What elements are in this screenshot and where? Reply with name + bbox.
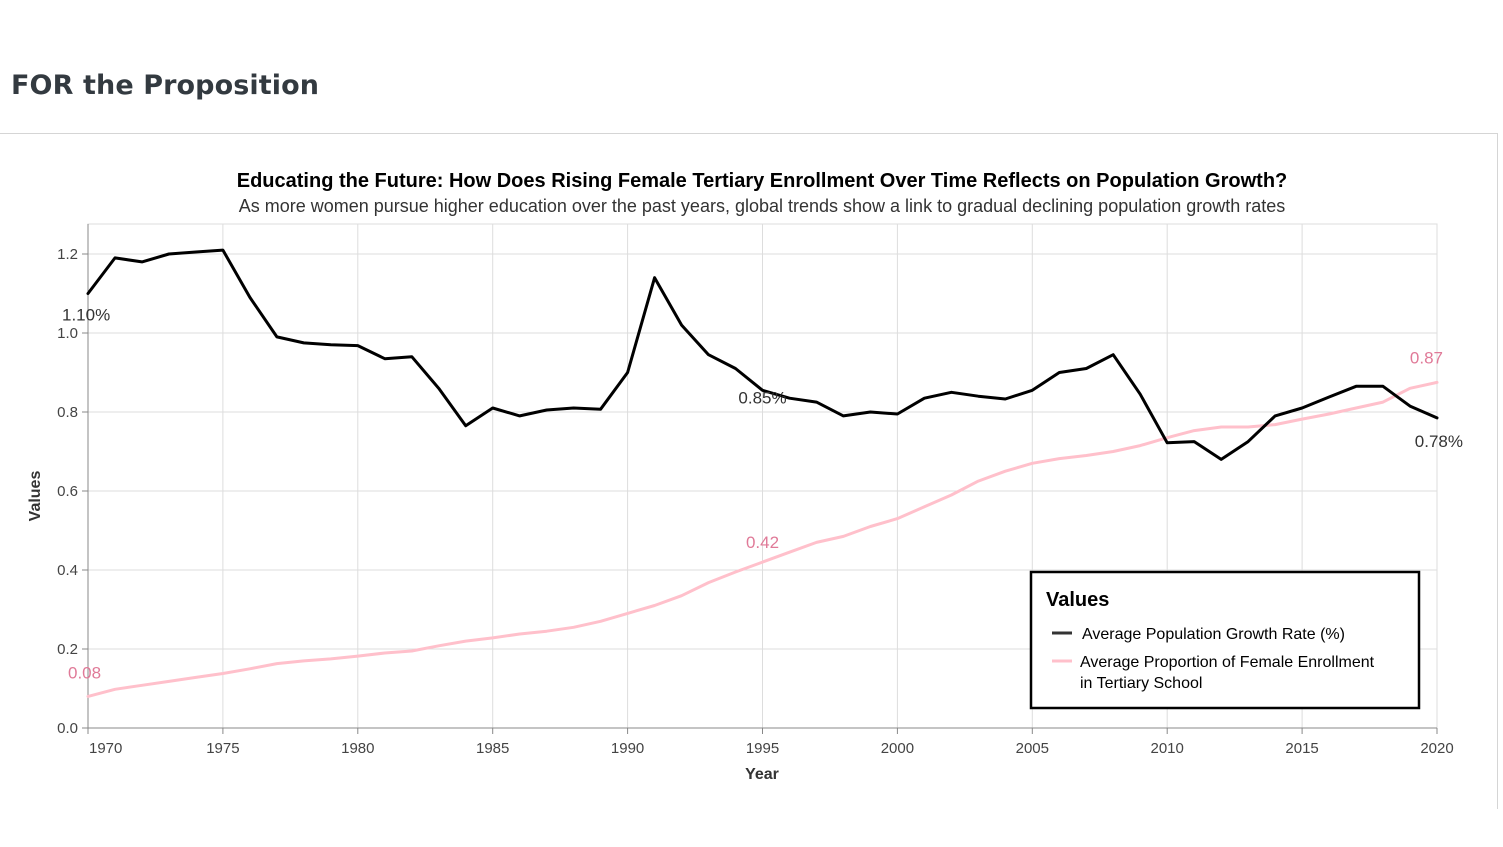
- series-layer: [86, 248, 1439, 698]
- chart-svg: Educating the Future: How Does Rising Fe…: [27, 170, 1463, 783]
- x-tick-label: 2000: [881, 740, 914, 757]
- chart-card: Educating the Future: How Does Rising Fe…: [0, 133, 1498, 809]
- legend: Values Average Population Growth Rate (%…: [1029, 570, 1421, 710]
- y-tick-label: 0.6: [57, 483, 78, 500]
- x-tick-label: 2010: [1151, 740, 1184, 757]
- y-tick-label: 0.0: [57, 720, 78, 737]
- growth-rate-data-label: 1.10%: [62, 306, 110, 325]
- x-axis-title: Year: [745, 766, 779, 783]
- axes-layer: 1970 1975 1980 1985 1990 1995 2000 2005 2010 2015…: [57, 224, 1454, 757]
- growth-rate-data-label: 0.85%: [738, 388, 786, 407]
- x-tick-label: 2020: [1420, 740, 1453, 757]
- y-tick-label: 0.8: [57, 404, 78, 421]
- x-tick-label: 1985: [476, 740, 509, 757]
- chart-title: Educating the Future: How Does Rising Fe…: [237, 170, 1288, 192]
- x-tick-label: 2015: [1285, 740, 1318, 757]
- y-tick-label: 0.2: [57, 641, 78, 658]
- page-heading: FOR the Proposition: [11, 70, 320, 101]
- female-enrollment-data-label: 0.08: [68, 663, 101, 682]
- x-tick-label: 1995: [746, 740, 779, 757]
- growth-rate-data-label: 0.78%: [1415, 432, 1463, 451]
- female-enrollment-line: [86, 380, 1439, 698]
- y-tick-label: 1.2: [57, 246, 78, 263]
- y-tick-label: 1.0: [57, 325, 78, 342]
- y-tick-label: 0.4: [57, 562, 78, 579]
- female-enrollment-data-label: 0.87: [1410, 348, 1443, 367]
- chart-subtitle: As more women pursue higher education ov…: [239, 196, 1286, 216]
- x-tick-label: 1990: [611, 740, 644, 757]
- x-tick-label: 2005: [1016, 740, 1049, 757]
- growth-rate-line: [86, 248, 1439, 461]
- female-enrollment-data-label: 0.42: [746, 533, 779, 552]
- legend-label-enrollment: Average Proportion of Female Enrollment …: [1080, 654, 1379, 692]
- annotation-layer: 1.10% 0.85% 0.78% 0.08 0.42 0.87: [62, 306, 1463, 683]
- legend-box: [1029, 570, 1421, 710]
- x-tick-label: 1980: [341, 740, 374, 757]
- x-tick-label: 1970: [89, 740, 122, 757]
- legend-label-growth: Average Population Growth Rate (%): [1082, 626, 1345, 643]
- x-tick-label: 1975: [206, 740, 239, 757]
- legend-title: Values: [1046, 589, 1109, 611]
- y-axis-title: Values: [27, 471, 44, 522]
